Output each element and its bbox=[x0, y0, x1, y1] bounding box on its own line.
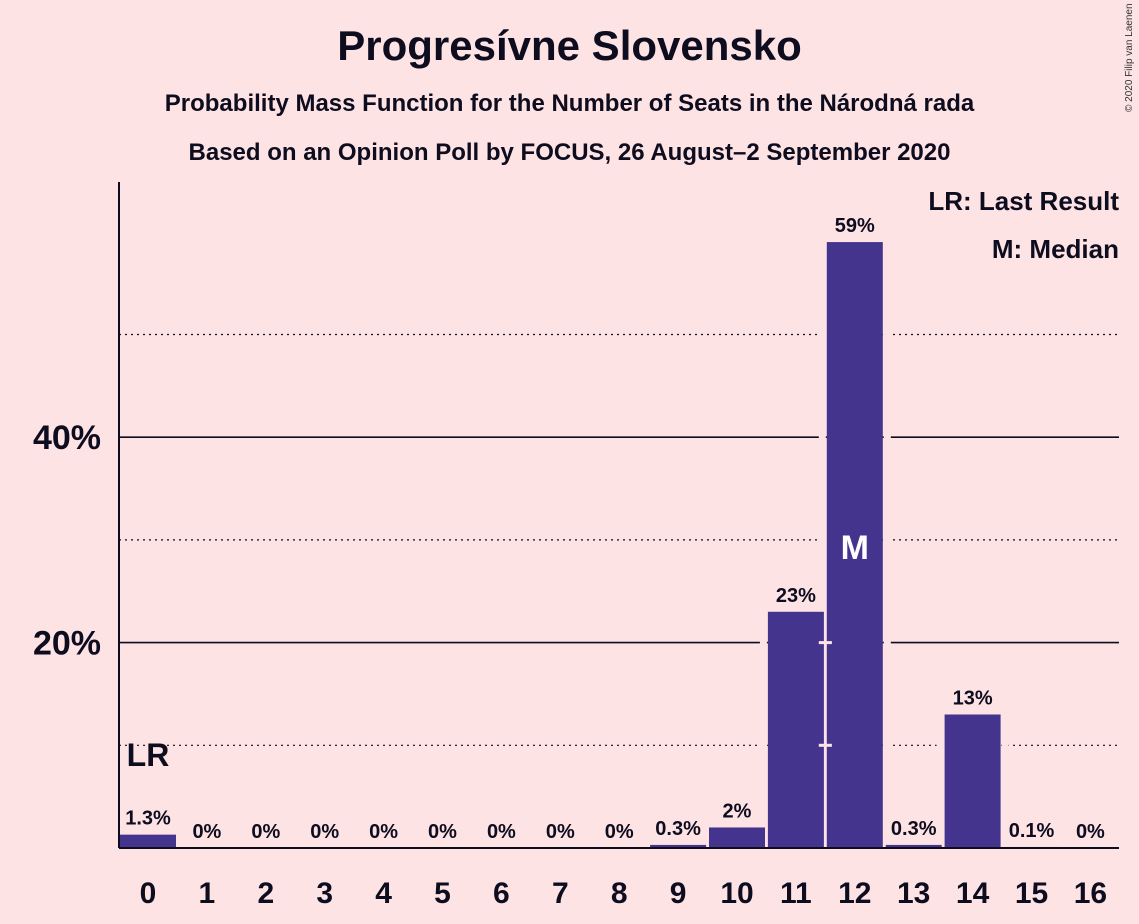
x-tick-label: 3 bbox=[316, 877, 333, 910]
data-label: 0% bbox=[192, 821, 221, 843]
x-tick-label: 1 bbox=[199, 877, 216, 910]
bar-seat-11 bbox=[767, 611, 824, 848]
data-label: 13% bbox=[953, 687, 993, 709]
data-label: 59% bbox=[835, 215, 875, 237]
x-tick-label: 15 bbox=[1015, 877, 1048, 910]
x-tick-label: 14 bbox=[956, 877, 990, 910]
data-label: 0% bbox=[369, 821, 398, 843]
data-label: 2% bbox=[723, 800, 752, 822]
data-label: 0% bbox=[428, 821, 457, 843]
data-label: 1.3% bbox=[125, 808, 171, 830]
data-label: 0.3% bbox=[891, 818, 937, 840]
data-label: 0% bbox=[310, 821, 339, 843]
median-marker: M bbox=[841, 529, 869, 567]
data-label: 0% bbox=[1076, 821, 1105, 843]
data-label: 0% bbox=[546, 821, 575, 843]
data-label: 0.1% bbox=[1009, 820, 1055, 842]
y-tick-label: 40% bbox=[33, 419, 101, 457]
last-result-marker: LR bbox=[127, 737, 170, 773]
chart-source-line: Based on an Opinion Poll by FOCUS, 26 Au… bbox=[188, 139, 951, 166]
x-tick-label: 2 bbox=[257, 877, 274, 910]
x-tick-label: 10 bbox=[720, 877, 753, 910]
x-tick-label: 16 bbox=[1074, 877, 1107, 910]
x-tick-label: 13 bbox=[897, 877, 930, 910]
bar-seat-0 bbox=[120, 834, 176, 848]
y-tick-label: 20% bbox=[33, 625, 101, 663]
x-tick-label: 7 bbox=[552, 877, 569, 910]
bar-seat-13 bbox=[885, 844, 942, 848]
x-tick-label: 5 bbox=[434, 877, 451, 910]
x-tick-label: 0 bbox=[140, 877, 157, 910]
x-tick-label: 8 bbox=[611, 877, 628, 910]
x-tick-label: 4 bbox=[375, 877, 392, 910]
x-tick-label: 12 bbox=[838, 877, 871, 910]
bar-seat-12 bbox=[826, 242, 883, 848]
x-tick-label: 11 bbox=[780, 877, 812, 910]
data-label: 0.3% bbox=[655, 818, 701, 840]
bar-seat-10 bbox=[709, 827, 765, 848]
legend-last-result: LR: Last Result bbox=[928, 186, 1119, 216]
x-tick-label: 6 bbox=[493, 877, 510, 910]
data-label: 0% bbox=[251, 821, 280, 843]
x-tick-label: 9 bbox=[670, 877, 687, 910]
legend-median: M: Median bbox=[991, 234, 1119, 264]
chart-subtitle: Probability Mass Function for the Number… bbox=[164, 90, 975, 117]
data-label: 0% bbox=[487, 821, 516, 843]
bar-seat-9 bbox=[650, 844, 707, 848]
data-label: 0% bbox=[605, 821, 634, 843]
bar-seat-14 bbox=[944, 714, 1001, 848]
chart-title: Progresívne Slovensko bbox=[337, 22, 802, 69]
data-label: 23% bbox=[776, 585, 816, 607]
